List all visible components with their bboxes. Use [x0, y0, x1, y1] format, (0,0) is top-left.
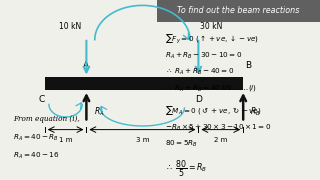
- Text: 3 m: 3 m: [136, 137, 149, 143]
- Text: $\therefore\ \dfrac{80}{5} = R_B$: $\therefore\ \dfrac{80}{5} = R_B$: [165, 158, 207, 179]
- Bar: [45, 77, 243, 90]
- Text: D: D: [195, 95, 202, 104]
- Text: $\therefore\ R_A + R_B = 40\ kN\ \ldots\ldots(i)$: $\therefore\ R_A + R_B = 40\ kN\ \ldots\…: [165, 83, 257, 93]
- Text: 1 m: 1 m: [59, 137, 72, 143]
- Text: C: C: [38, 95, 45, 104]
- Text: $R_B$: $R_B$: [250, 105, 260, 118]
- Text: $R_A + R_B - 30 - 10 = 0$: $R_A + R_B - 30 - 10 = 0$: [165, 50, 243, 61]
- Text: 30 kN: 30 kN: [200, 22, 222, 31]
- Text: $R_A = 40 - R_B$: $R_A = 40 - R_B$: [13, 133, 59, 143]
- Text: To find out the beam reactions: To find out the beam reactions: [177, 6, 300, 15]
- Text: $80 = 5R_B$: $80 = 5R_B$: [165, 139, 198, 149]
- Text: $R_A = 40 - 16$: $R_A = 40 - 16$: [13, 151, 59, 161]
- Text: B: B: [245, 61, 251, 70]
- Text: $\sum F_y = 0\ (\uparrow +ve,\downarrow -ve)$: $\sum F_y = 0\ (\uparrow +ve,\downarrow …: [165, 32, 259, 46]
- Text: $\sum M_A = 0\ (\circlearrowleft +ve,\circlearrowright -ve)$: $\sum M_A = 0\ (\circlearrowleft +ve,\ci…: [165, 104, 261, 117]
- Text: $R_A$: $R_A$: [94, 105, 105, 118]
- Text: 10 kN: 10 kN: [59, 22, 82, 31]
- Text: 2 m: 2 m: [214, 137, 228, 143]
- Text: From equation (i),: From equation (i),: [13, 115, 80, 123]
- Text: $\therefore\ R_A + R_B - 40 = 0$: $\therefore\ R_A + R_B - 40 = 0$: [165, 67, 234, 77]
- Text: A: A: [83, 61, 90, 70]
- Text: $-R_B \times 5 + 30 \times 3 - 10 \times 1 = 0$: $-R_B \times 5 + 30 \times 3 - 10 \times…: [165, 122, 271, 133]
- Bar: [157, 0, 320, 22]
